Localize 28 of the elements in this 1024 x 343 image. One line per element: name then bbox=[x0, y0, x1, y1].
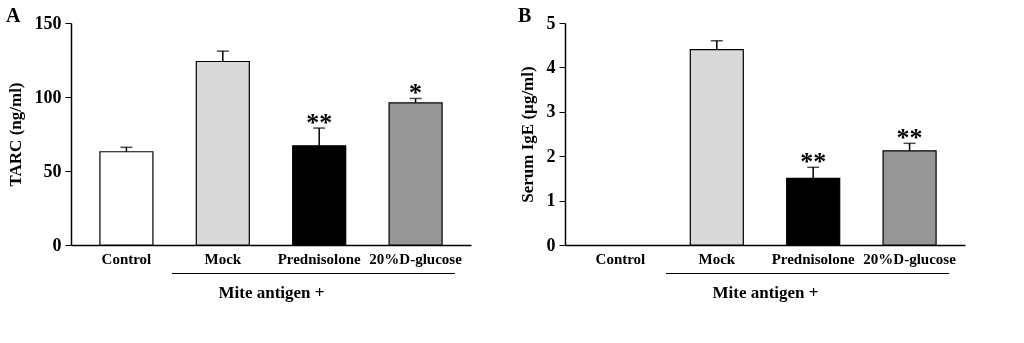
annotation: ** bbox=[306, 108, 333, 138]
y-tick-label: 2 bbox=[546, 145, 556, 166]
x-tick-label: Control bbox=[101, 250, 152, 267]
y-tick-label: 3 bbox=[546, 101, 556, 122]
y-axis-title: Serum IgE (µg/ml) bbox=[517, 66, 537, 203]
chart-title: A bbox=[6, 4, 21, 26]
x-tick-label: Prednisolone bbox=[277, 250, 362, 267]
y-tick-label: 4 bbox=[546, 56, 556, 77]
y-tick-label: 5 bbox=[546, 12, 556, 33]
x-axis-title: Mite antigen + bbox=[712, 282, 819, 302]
annotation: * bbox=[409, 78, 423, 108]
x-axis-title: Mite antigen + bbox=[218, 282, 325, 302]
x-tick-label: Control bbox=[595, 250, 646, 267]
chart-title: B bbox=[518, 4, 532, 26]
x-tick-label: Mock bbox=[204, 250, 242, 267]
y-tick-label: 150 bbox=[34, 12, 62, 33]
annotation: ** bbox=[800, 147, 827, 177]
y-tick-label: 50 bbox=[43, 160, 62, 181]
x-tick-label: 20%D-glucose bbox=[863, 250, 957, 267]
y-tick-label: 100 bbox=[34, 86, 62, 107]
x-tick-label: 20%D-glucose bbox=[369, 250, 463, 267]
y-tick-label: 1 bbox=[546, 190, 556, 211]
annotation: ** bbox=[896, 123, 923, 153]
x-tick-label: Prednisolone bbox=[771, 250, 856, 267]
y-axis-title: TARC (ng/ml) bbox=[5, 82, 25, 187]
y-tick-label: 0 bbox=[52, 234, 62, 255]
y-tick-label: 0 bbox=[546, 234, 556, 255]
x-tick-label: Mock bbox=[698, 250, 736, 267]
